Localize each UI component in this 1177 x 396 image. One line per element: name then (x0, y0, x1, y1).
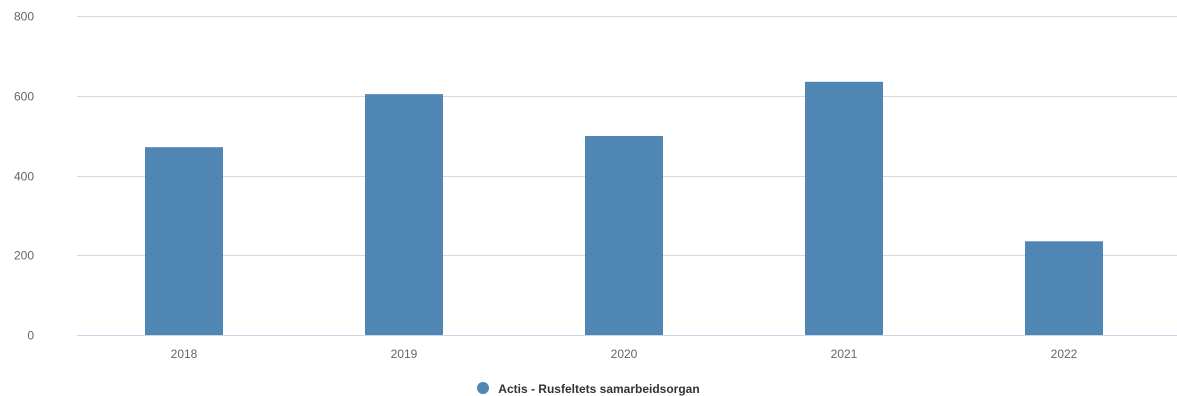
x-tick-label: 2018 (171, 347, 198, 361)
y-axis-ticks: 0 200 400 600 800 (14, 10, 34, 343)
x-tick-label: 2020 (611, 347, 638, 361)
x-tick-label: 2021 (831, 347, 858, 361)
bar-2021[interactable] (805, 81, 883, 335)
y-tick-label: 0 (27, 329, 34, 343)
y-tick-label: 600 (14, 90, 34, 104)
bar-2020[interactable] (585, 136, 663, 335)
legend-marker-icon (477, 382, 490, 394)
y-tick-label: 800 (14, 10, 34, 24)
y-tick-label: 400 (14, 170, 34, 184)
y-tick-label: 200 (14, 249, 34, 263)
bars (145, 81, 1103, 335)
legend[interactable]: Actis - Rusfeltets samarbeidsorgan (0, 382, 1177, 396)
legend-label: Actis - Rusfeltets samarbeidsorgan (498, 382, 700, 396)
x-tick-label: 2022 (1051, 347, 1078, 361)
bar-2022[interactable] (1025, 241, 1103, 335)
x-tick-label: 2019 (391, 347, 418, 361)
bar-2019[interactable] (365, 94, 443, 335)
x-axis-ticks: 2018 2019 2020 2021 2022 (171, 347, 1078, 361)
bar-2018[interactable] (145, 147, 223, 335)
grid-lines (77, 16, 1177, 336)
